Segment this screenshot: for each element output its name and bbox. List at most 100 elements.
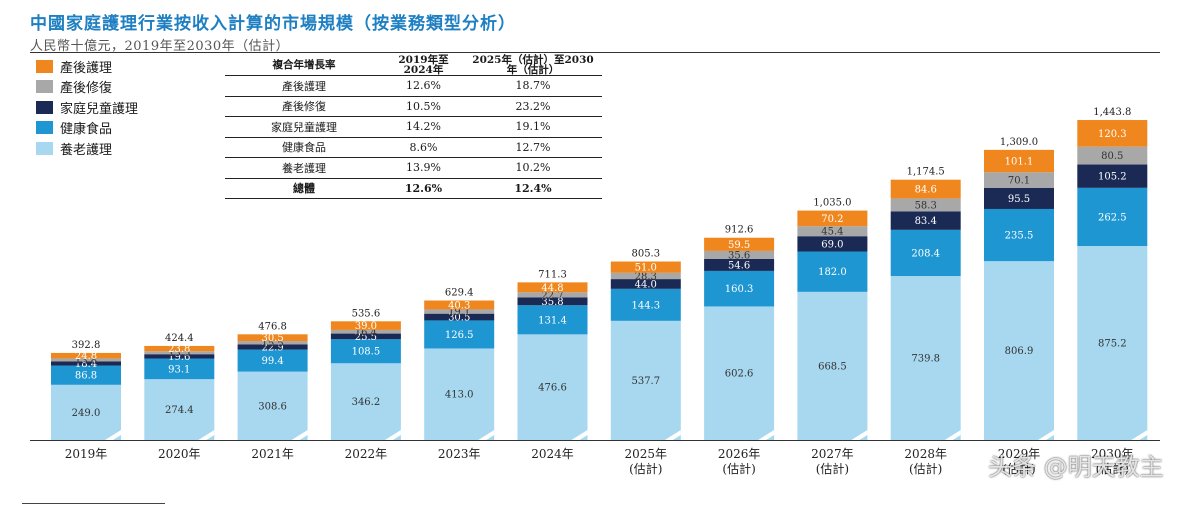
bar-segment xyxy=(51,361,121,366)
cagr-value: 10.5% xyxy=(383,96,464,117)
bar-accent xyxy=(1131,430,1148,440)
data-label: 105.2 xyxy=(1098,172,1127,183)
x-tick-label: 2019年 xyxy=(65,447,108,461)
cagr-segment-label: 養老護理 xyxy=(225,157,383,179)
bar-segment xyxy=(890,198,961,212)
bar-accent xyxy=(758,430,775,440)
legend-label: 養老護理 xyxy=(60,142,113,158)
data-label: 70.1 xyxy=(1008,176,1030,187)
data-label: 30.5 xyxy=(448,313,470,324)
data-label: 413.0 xyxy=(445,390,474,401)
x-tick-label: 2028年 xyxy=(904,447,947,461)
bar-accent xyxy=(944,430,961,440)
bar-segment xyxy=(890,179,961,199)
bar-segment xyxy=(797,251,868,292)
bar-segment xyxy=(330,339,401,364)
legend-label: 產後護理 xyxy=(60,60,113,76)
data-label: 739.8 xyxy=(911,354,940,365)
data-label: 668.5 xyxy=(818,361,847,372)
bar-segment xyxy=(144,354,215,359)
bar-segment xyxy=(517,292,588,298)
cagr-header-row: 複合年增長率 2019年至2024年 2025年（估計）至2030年（估計） xyxy=(225,55,602,76)
data-label: 476.6 xyxy=(538,383,567,394)
legend-label: 產後修復 xyxy=(60,81,113,97)
bar-segment xyxy=(517,297,588,306)
bar-segment xyxy=(144,345,215,352)
legend-item: 養老護理 xyxy=(36,138,138,159)
legend-swatch xyxy=(36,141,53,155)
bar-segment xyxy=(51,358,121,362)
bar-segment xyxy=(144,358,215,380)
bar-segment xyxy=(51,384,121,440)
data-label: 84.6 xyxy=(915,185,937,196)
data-label: 35.6 xyxy=(728,250,750,261)
data-label: 208.4 xyxy=(911,248,940,259)
bar-segment xyxy=(1077,120,1148,147)
data-label: 25.5 xyxy=(355,332,377,343)
cagr-value: 19.1% xyxy=(464,116,602,138)
cagr-table: 複合年增長率 2019年至2024年 2025年（估計）至2030年（估計） 產… xyxy=(225,55,602,199)
bar-accent xyxy=(291,430,308,440)
bar-accent xyxy=(851,430,868,440)
x-tick-label: 2020年 xyxy=(158,447,201,461)
data-label: 262.5 xyxy=(1098,212,1127,223)
bar-accent xyxy=(664,430,681,440)
cagr-value: 12.6% xyxy=(383,178,464,199)
header-divider xyxy=(30,52,1160,53)
legend-swatch xyxy=(36,80,53,94)
bar-segment xyxy=(1077,146,1148,165)
total-label: 1,443.8 xyxy=(1093,107,1131,118)
legend-item: 產後修復 xyxy=(36,77,138,98)
bar-segment xyxy=(330,329,401,334)
bar-accent xyxy=(478,430,495,440)
data-label: 16.4 xyxy=(355,327,377,338)
x-tick-label: (估計) xyxy=(909,461,942,476)
x-tick-label: 2025年 xyxy=(625,447,668,461)
bar-segment xyxy=(51,365,121,385)
cagr-header-period-1: 2019年至2024年 xyxy=(383,55,464,76)
bar-segment xyxy=(890,229,961,277)
bar-group: 668.5 182.0 69.045.4 70.2 1,035.0 xyxy=(797,198,868,440)
bar-segment xyxy=(704,306,775,440)
bar-segment xyxy=(890,211,961,230)
total-label: 711.3 xyxy=(538,269,567,280)
data-label: 126.5 xyxy=(445,330,474,341)
cagr-header-label: 複合年增長率 xyxy=(225,55,383,76)
bar-segment xyxy=(1077,246,1148,440)
bar-segment xyxy=(704,237,775,251)
bar-segment xyxy=(797,226,868,237)
watermark: 头条 @明天教主 xyxy=(988,453,1164,481)
bar-segment xyxy=(610,288,681,321)
footnote-divider xyxy=(22,503,165,504)
legend-swatch xyxy=(36,59,53,73)
data-label: 15.5 xyxy=(261,338,283,349)
bar-segment xyxy=(330,321,401,330)
bar-segment xyxy=(424,348,495,440)
bar-segment xyxy=(517,334,588,440)
bar-groups: 249.086.818.413.824.8392.8274.493.119.61… xyxy=(51,107,1148,440)
x-tick-label: 2030年 xyxy=(1091,447,1134,461)
cagr-segment-label: 總體 xyxy=(225,178,383,199)
data-label: 806.9 xyxy=(1005,346,1034,357)
legend-item: 家庭兒童護理 xyxy=(36,97,138,118)
total-label: 424.4 xyxy=(165,333,194,344)
legend-label: 健康食品 xyxy=(60,122,113,138)
data-label: 19.6 xyxy=(168,352,190,363)
bar-group: 739.8 208.4 83.4 58.3 84.6 1,174.5 xyxy=(890,167,961,440)
bar-segment xyxy=(1077,164,1148,188)
bar-segment xyxy=(237,371,308,440)
chart-legend: 產後護理產後修復 家庭兒童護理健康食品養老護理 xyxy=(36,56,138,159)
data-label: 99.4 xyxy=(261,356,283,367)
bar-segment xyxy=(984,187,1054,209)
bar-segment xyxy=(517,282,588,293)
data-label: 69.0 xyxy=(821,239,843,250)
data-label: 537.7 xyxy=(631,376,660,387)
cagr-segment-label: 產後修復 xyxy=(225,96,383,117)
bar-segment xyxy=(237,341,308,345)
x-tick-label: (估計) xyxy=(1002,461,1035,476)
cagr-row: 家庭兒童護理 14.2% 19.1% xyxy=(225,116,602,138)
data-label: 182.0 xyxy=(818,267,847,278)
cagr-value: 8.6% xyxy=(383,137,464,158)
